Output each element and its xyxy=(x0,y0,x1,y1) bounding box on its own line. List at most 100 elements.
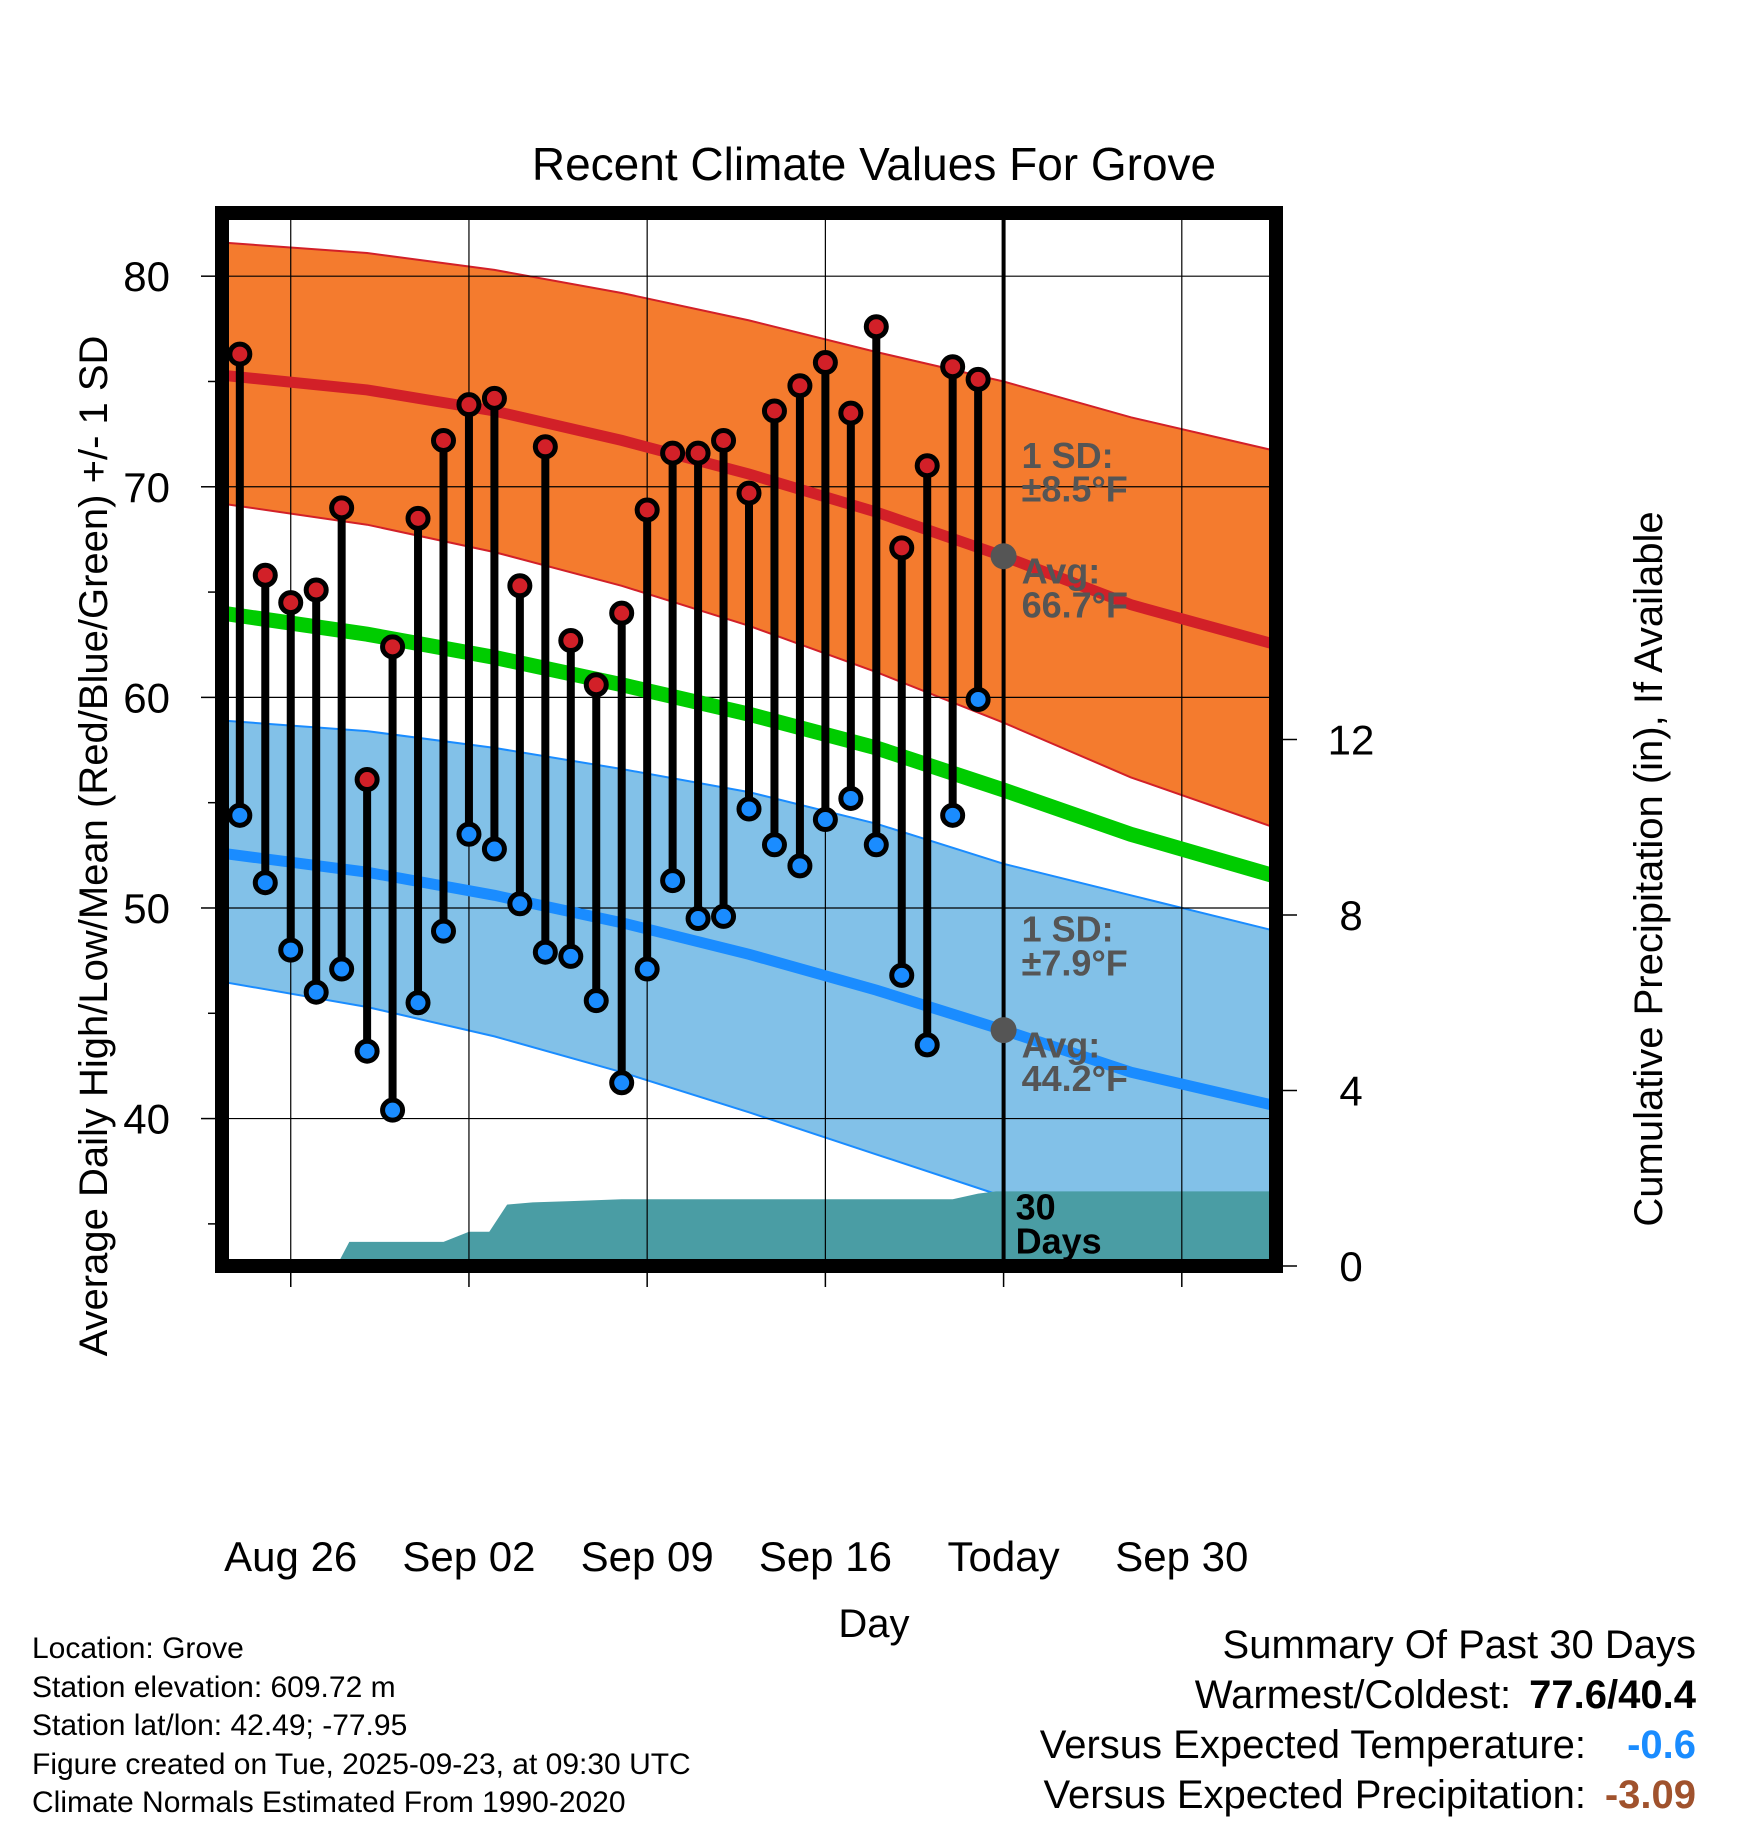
info-created: Figure created on Tue, 2025-09-23, at 09… xyxy=(32,1747,691,1781)
ann-days-number: 30 xyxy=(1016,1187,1056,1228)
today-low-avg-marker xyxy=(990,1017,1017,1044)
low-avg-line xyxy=(222,847,1276,1112)
obs-low-marker xyxy=(456,821,482,847)
obs-low-marker xyxy=(430,918,456,944)
x-tick-label: Sep 09 xyxy=(581,1533,714,1580)
summary-warm-cold: Warmest/Coldest: 77.6/40.4 xyxy=(1040,1670,1696,1720)
obs-low-marker xyxy=(711,903,737,929)
obs-low-marker xyxy=(634,956,660,982)
warm-cold-value: 77.6/40.4 xyxy=(1529,1673,1696,1717)
obs-low-marker xyxy=(558,943,584,969)
obs-low-marker xyxy=(761,832,787,858)
obs-high-marker xyxy=(456,392,482,418)
obs-low-marker xyxy=(481,836,507,862)
y2-tick-label: 4 xyxy=(1339,1068,1362,1115)
ann-low-sd-value: ±7.9°F xyxy=(1022,942,1128,983)
summary-panel: Summary Of Past 30 Days Warmest/Coldest:… xyxy=(1040,1620,1696,1820)
summary-heading: Summary Of Past 30 Days xyxy=(1222,1623,1696,1667)
obs-high-marker xyxy=(711,427,737,453)
obs-high-marker xyxy=(863,314,889,340)
info-latlon: Station lat/lon: 42.49; -77.95 xyxy=(32,1709,408,1742)
obs-low-marker xyxy=(863,832,889,858)
obs-low-marker xyxy=(227,802,253,828)
obs-high-marker xyxy=(634,497,660,523)
obs-high-marker xyxy=(965,366,991,392)
obs-low-marker xyxy=(380,1097,406,1123)
precip-label: Versus Expected Precipitation: xyxy=(1043,1773,1586,1817)
obs-low-marker xyxy=(812,807,838,833)
y-tick-label: 80 xyxy=(123,253,170,300)
obs-low-marker xyxy=(303,979,329,1005)
obs-low-marker xyxy=(889,962,915,988)
plot-frame xyxy=(215,206,1283,1273)
y2-tick-label: 8 xyxy=(1339,892,1362,939)
obs-low-marker xyxy=(252,870,278,896)
y-tick-label: 40 xyxy=(123,1096,170,1143)
obs-low-marker xyxy=(354,1038,380,1064)
x-tick-label: Today xyxy=(948,1533,1060,1580)
obs-high-marker xyxy=(252,562,278,588)
info-location: Location: Grove xyxy=(32,1632,244,1665)
precip-value: -3.09 xyxy=(1604,1773,1696,1817)
obs-low-marker xyxy=(736,796,762,822)
obs-high-marker xyxy=(430,427,456,453)
ann-low-sd: 1 SD: xyxy=(1022,909,1114,950)
obs-high-marker xyxy=(481,385,507,411)
obs-high-marker xyxy=(405,505,431,531)
obs-low-marker xyxy=(532,939,558,965)
today-high-avg-marker xyxy=(990,543,1017,570)
obs-high-marker xyxy=(838,400,864,426)
obs-high-marker xyxy=(889,535,915,561)
info-normals: Climate Normals Estimated From 1990-2020 xyxy=(32,1786,626,1819)
obs-high-marker xyxy=(940,354,966,380)
obs-high-marker xyxy=(380,634,406,660)
summary-precip: Versus Expected Precipitation: -3.09 xyxy=(1040,1770,1696,1820)
x-tick-label: Sep 30 xyxy=(1115,1533,1248,1580)
obs-low-marker xyxy=(914,1032,940,1058)
y2-axis-label: Cumulative Precipitation (in), If Availa… xyxy=(1627,511,1671,1226)
x-axis-label: Day xyxy=(838,1602,909,1646)
warm-cold-label: Warmest/Coldest: xyxy=(1194,1673,1512,1717)
obs-low-marker xyxy=(507,891,533,917)
temp-value: -0.6 xyxy=(1627,1723,1696,1767)
obs-low-marker xyxy=(685,906,711,932)
obs-high-marker xyxy=(609,600,635,626)
ann-days-word: Days xyxy=(1016,1220,1102,1261)
obs-high-marker xyxy=(914,453,940,479)
obs-high-marker xyxy=(736,480,762,506)
y2-tick-label: 12 xyxy=(1328,717,1375,764)
obs-high-marker xyxy=(507,573,533,599)
x-tick-label: Aug 26 xyxy=(224,1533,357,1580)
obs-low-marker xyxy=(405,990,431,1016)
obs-high-marker xyxy=(761,398,787,424)
obs-high-marker xyxy=(329,495,355,521)
summary-temp: Versus Expected Temperature: -0.6 xyxy=(1040,1720,1696,1770)
obs-low-marker xyxy=(583,988,609,1014)
obs-low-marker xyxy=(940,802,966,828)
obs-high-marker xyxy=(583,672,609,698)
obs-low-marker xyxy=(609,1070,635,1096)
obs-low-marker xyxy=(787,853,813,879)
y-axis-label: Average Daily High/Low/Mean (Red/Blue/Gr… xyxy=(72,336,116,1357)
ann-high-avg-value: 66.7°F xyxy=(1022,584,1128,625)
precip-area xyxy=(222,1191,1276,1266)
high-avg-line xyxy=(222,369,1276,651)
obs-high-marker xyxy=(303,577,329,603)
info-elevation: Station elevation: 609.72 m xyxy=(32,1670,396,1704)
chart-title: Recent Climate Values For Grove xyxy=(532,138,1216,190)
obs-high-marker xyxy=(787,373,813,399)
obs-high-marker xyxy=(227,341,253,367)
obs-high-marker xyxy=(532,434,558,460)
obs-high-marker xyxy=(354,767,380,793)
ann-high-sd: 1 SD: xyxy=(1022,435,1114,476)
ann-high-avg-label: Avg: xyxy=(1022,551,1101,592)
obs-low-marker xyxy=(965,686,991,712)
y-tick-label: 60 xyxy=(123,674,170,721)
station-info: Location: Grove Station elevation: 609.7… xyxy=(32,1630,691,1823)
y2-tick-label: 0 xyxy=(1339,1243,1362,1290)
x-tick-label: Sep 16 xyxy=(759,1533,892,1580)
y-tick-label: 50 xyxy=(123,885,170,932)
obs-low-marker xyxy=(329,956,355,982)
